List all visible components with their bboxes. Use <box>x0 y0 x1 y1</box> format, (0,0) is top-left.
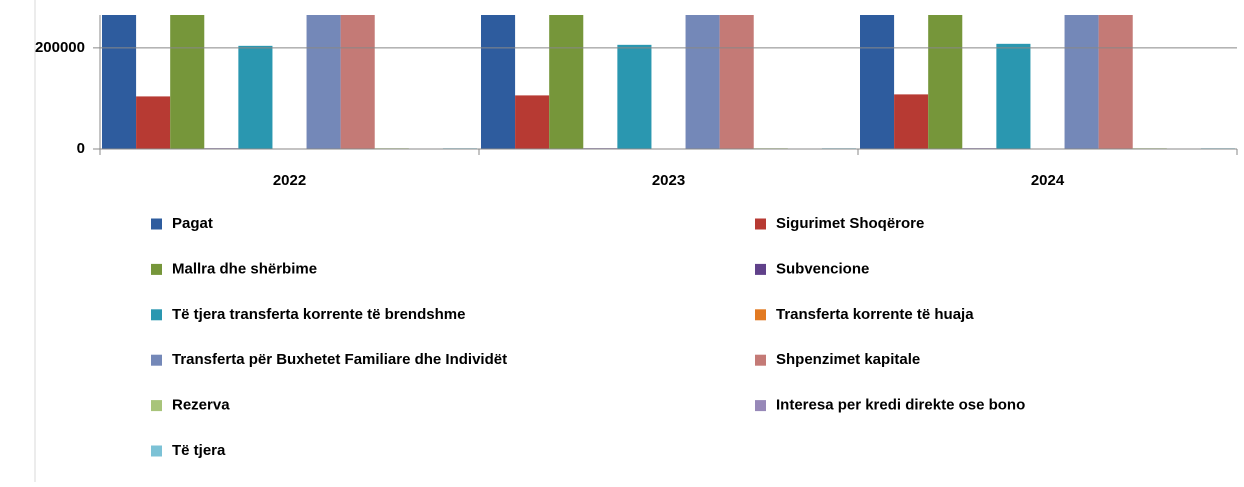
bar <box>685 15 720 149</box>
bar <box>1064 15 1099 149</box>
bars <box>102 15 1235 149</box>
bar <box>481 15 516 149</box>
x-tick-label: 2022 <box>273 172 306 189</box>
bar <box>1098 15 1133 149</box>
legend-label: Shpenzimet kapitale <box>776 351 920 368</box>
bar <box>996 43 1031 149</box>
legend-swatch <box>755 400 766 412</box>
legend-swatch <box>151 309 162 321</box>
bar <box>928 15 963 149</box>
legend-label: Rezerva <box>172 397 230 414</box>
legend-swatch <box>755 354 766 366</box>
bar <box>617 44 652 149</box>
x-tick-label: 2024 <box>1031 172 1065 189</box>
legend-label: Mallra dhe shërbime <box>172 260 317 277</box>
legend-label: Të tjera transferta korrente të brendshm… <box>172 306 465 323</box>
y-tick-label: 0 <box>77 140 85 157</box>
legend-swatch <box>151 354 162 366</box>
bar <box>102 15 137 149</box>
legend-swatch <box>755 218 766 230</box>
legend-label: Pagat <box>172 215 213 232</box>
bar <box>549 15 584 149</box>
bar <box>238 45 273 149</box>
legend-label: Sigurimet Shoqërore <box>776 215 924 232</box>
legend-swatch <box>151 263 162 275</box>
legend-swatch <box>151 400 162 412</box>
bar <box>340 15 375 149</box>
bar <box>860 15 895 149</box>
bar <box>170 15 205 149</box>
y-tick-label: 200000 <box>35 39 85 56</box>
legend-swatch <box>755 309 766 321</box>
legend-label: Subvencione <box>776 260 869 277</box>
legend-label: Të tjera <box>172 442 226 459</box>
legend-label: Interesa per kredi direkte ose bono <box>776 397 1025 414</box>
x-tick-label: 2023 <box>652 172 685 189</box>
bar <box>719 15 754 149</box>
bar <box>136 96 171 149</box>
bar <box>306 15 341 149</box>
legend-label: Transferta për Buxhetet Familiare dhe In… <box>172 351 507 368</box>
bar <box>894 94 929 149</box>
legend-label: Transferta korrente të huaja <box>776 306 974 323</box>
bar <box>515 95 550 149</box>
legend-swatch <box>755 263 766 275</box>
legend-swatch <box>151 445 162 457</box>
legend-swatch <box>151 218 162 230</box>
